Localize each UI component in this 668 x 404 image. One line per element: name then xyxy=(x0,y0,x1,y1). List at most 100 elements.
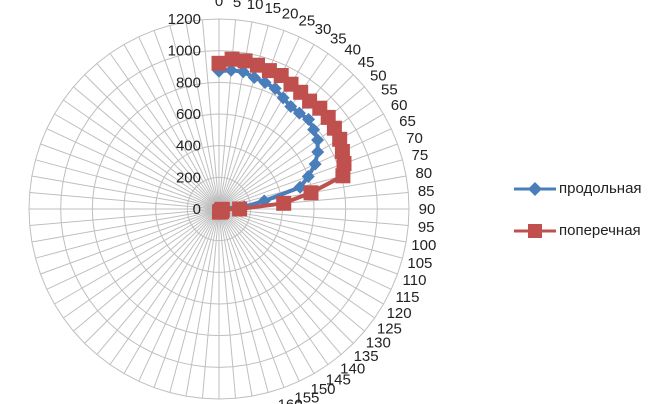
angle-tick-label: 165 xyxy=(260,402,285,404)
data-point-prodolnaya xyxy=(293,180,307,194)
data-point-prodolnaya xyxy=(268,81,282,95)
grid-spoke xyxy=(218,25,269,210)
data-point-poperechnaya xyxy=(303,185,319,201)
angle-tick-label: 90 xyxy=(419,201,436,218)
grid-spoke xyxy=(218,159,403,210)
grid-spoke xyxy=(218,208,329,365)
grid-spoke xyxy=(218,113,384,210)
grid-spoke xyxy=(63,208,220,319)
grid-spoke xyxy=(218,53,329,210)
grid-spoke xyxy=(218,208,375,319)
grid-spoke xyxy=(218,74,354,210)
radial-tick-label: 1200 xyxy=(168,11,201,28)
angle-tick-label: 95 xyxy=(418,219,435,236)
legend-label-poperechnaya: поперечная xyxy=(559,222,641,239)
grid-spoke xyxy=(123,44,220,210)
legend: продольная поперечная xyxy=(512,178,668,262)
data-point-poperechnaya xyxy=(334,144,350,159)
radial-tick-label: 400 xyxy=(176,138,201,155)
grid-spoke xyxy=(153,30,220,210)
data-point-poperechnaya xyxy=(261,63,277,79)
angle-tick-label: 60 xyxy=(391,97,408,114)
grid-spoke xyxy=(218,30,285,210)
data-point-prodolnaya xyxy=(311,145,325,159)
grid-spoke xyxy=(31,208,220,243)
data-point-poperechnaya xyxy=(211,55,227,71)
radial-tick-label: 600 xyxy=(176,106,201,123)
legend-marker-poperechnaya xyxy=(514,224,556,238)
grid-spoke xyxy=(169,208,220,393)
grid-spoke xyxy=(40,143,220,210)
data-point-prodolnaya xyxy=(311,133,325,147)
grid-spoke xyxy=(218,208,354,344)
grid-spoke xyxy=(46,208,220,290)
angle-tick-label: 0 xyxy=(215,0,223,10)
grid-spoke xyxy=(46,128,220,210)
grid-spoke xyxy=(201,208,220,399)
grid-spoke xyxy=(31,175,220,210)
radial-tick-labels: 0 200 400 600 800 1000 1200 xyxy=(168,11,201,218)
grid-spoke xyxy=(54,208,220,305)
angle-tick-label: 130 xyxy=(366,335,391,352)
grid-spoke xyxy=(218,36,300,210)
grid-spoke xyxy=(63,99,220,210)
angle-tick-label: 50 xyxy=(370,67,387,84)
grid-spoke xyxy=(73,86,220,210)
angle-tick-label: 20 xyxy=(282,6,299,23)
data-point-poperechnaya xyxy=(336,156,352,171)
grid-spoke xyxy=(218,208,403,259)
data-point-poperechnaya xyxy=(250,57,265,73)
angle-tick-label: 105 xyxy=(407,255,432,272)
angle-tick-label: 80 xyxy=(415,165,432,182)
radial-tick-label: 800 xyxy=(176,74,201,91)
grid-spoke xyxy=(218,208,365,332)
grid-spoke xyxy=(218,208,384,305)
angle-tick-label: 115 xyxy=(396,289,420,306)
angle-tick-label: 45 xyxy=(358,54,375,71)
angle-tick-label: 150 xyxy=(310,381,335,398)
angle-tick-label: 100 xyxy=(411,237,436,254)
grid-spoke xyxy=(218,208,342,355)
grid-spoke xyxy=(96,208,220,355)
grid-spoke xyxy=(218,19,237,210)
angle-labels: 0 5 10 15 20 25 303540455055606570758085909510… xyxy=(215,0,436,404)
grid-spoke xyxy=(218,208,409,227)
angle-tick-label: 70 xyxy=(406,130,423,147)
grid-spoke xyxy=(96,63,220,210)
legend-marker-prodolnaya xyxy=(514,182,556,196)
grid-spoke xyxy=(218,21,253,210)
angle-tick-label: 75 xyxy=(412,147,429,164)
data-point-prodolnaya xyxy=(307,123,321,137)
grid-spoke xyxy=(218,208,398,275)
data-point-prodolnaya xyxy=(247,70,261,84)
legend-item-prodolnaya: продольная xyxy=(512,178,668,200)
grid-spoke xyxy=(185,208,220,397)
grid-spoke xyxy=(169,25,220,210)
data-point-prodolnaya xyxy=(301,170,315,184)
chart-grid xyxy=(28,18,410,400)
angle-tick-label: 135 xyxy=(354,348,379,365)
radial-tick-label: 1000 xyxy=(168,43,201,60)
grid-spoke xyxy=(84,208,220,344)
grid-spoke xyxy=(218,99,375,210)
grid-spoke xyxy=(153,208,220,388)
data-point-prodolnaya xyxy=(308,157,322,171)
grid-spoke xyxy=(54,113,220,210)
angle-tick-label: 155 xyxy=(294,390,319,404)
grid-spoke xyxy=(138,36,220,210)
data-point-prodolnaya xyxy=(276,91,290,105)
grid-spoke xyxy=(29,191,220,210)
data-point-prodolnaya xyxy=(258,76,272,90)
angle-tick-label: 120 xyxy=(387,305,412,322)
angle-tick-label: 85 xyxy=(418,183,435,200)
grid-spoke xyxy=(218,44,315,210)
angle-tick-label: 30 xyxy=(315,21,332,38)
radial-tick-label: 200 xyxy=(176,169,201,186)
grid-spoke xyxy=(40,208,220,275)
grid-spoke xyxy=(218,208,407,243)
angle-tick-label: 145 xyxy=(326,371,351,388)
data-point-prodolnaya xyxy=(302,112,316,126)
grid-spoke xyxy=(73,208,220,332)
grid-spoke xyxy=(138,208,220,382)
